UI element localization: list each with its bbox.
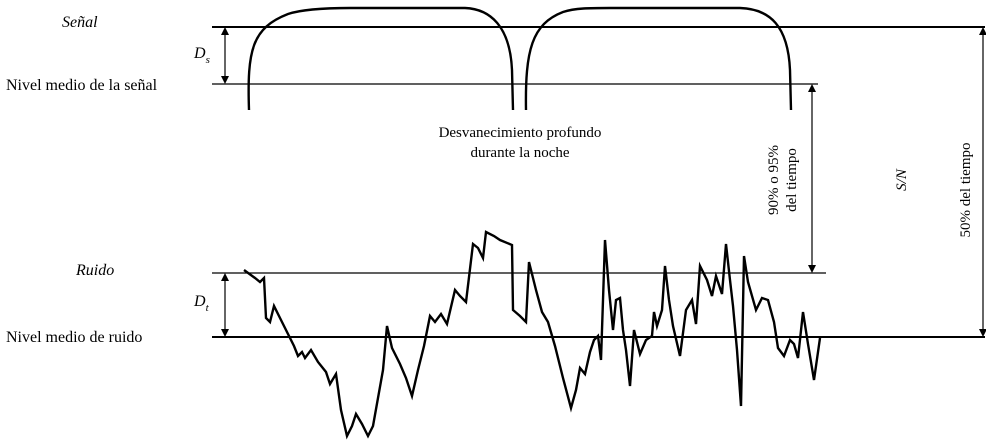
time-pct-text-line2: del tiempo: [784, 148, 800, 212]
signal-label: Señal: [62, 14, 98, 31]
deep-fade-text-line1: Desvanecimiento profundo: [439, 125, 602, 141]
ds-arrow: [221, 27, 229, 84]
signal-arch-2: [524, 6, 793, 111]
dt-label: Dt: [193, 293, 210, 314]
signal-mean-label: Nivel medio de la señal: [6, 77, 158, 94]
noise-waveform: [243, 230, 822, 440]
time-pct-text-line1: 90% o 95%: [766, 145, 782, 215]
noise-label: Ruido: [75, 262, 114, 279]
snr-label: S/N: [894, 168, 910, 191]
time-50-arrow: [979, 27, 986, 337]
time-pct-arrow: [808, 84, 816, 273]
noise-mean-label: Nivel medio de ruido: [6, 329, 142, 346]
signal-arch-1: [247, 6, 515, 111]
deep-fade-text-line2: durante la noche: [470, 145, 569, 161]
ds-label: Ds: [193, 45, 210, 66]
time-50-text: 50% del tiempo: [958, 143, 974, 238]
dt-arrow: [221, 273, 229, 337]
